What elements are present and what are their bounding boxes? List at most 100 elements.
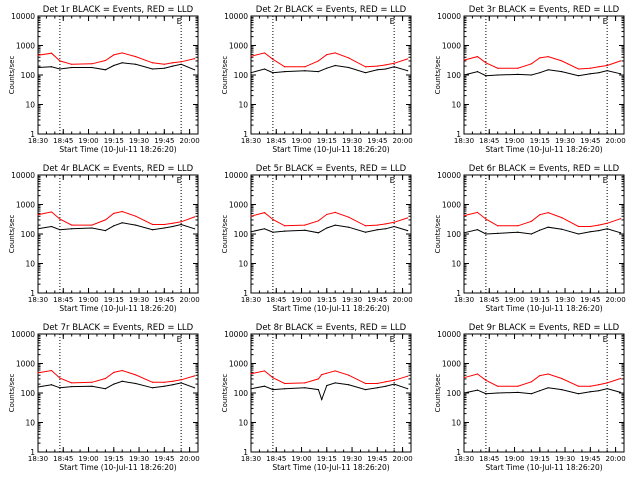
y-tick-label: 10 — [25, 419, 35, 428]
y-tick-label: 1 — [243, 448, 248, 457]
data-point-events — [37, 386, 39, 388]
data-point-events — [485, 393, 487, 395]
y-axis-label: Counts/sec — [434, 374, 442, 413]
x-tick-label: 19:45 — [367, 296, 387, 304]
data-point-events — [37, 66, 39, 69]
data-point-lld — [194, 57, 196, 60]
x-tick-label: 19:30 — [342, 296, 362, 304]
y-tick-label: 10 — [451, 419, 461, 428]
x-axis-label: Start Time (10-Jul-11 18:26:20) — [59, 304, 176, 313]
data-point-events — [577, 233, 580, 235]
data-point-events — [539, 229, 541, 231]
data-point-events — [163, 385, 165, 387]
data-point-events — [50, 225, 53, 228]
data-point-events — [272, 231, 274, 233]
data-point-lld — [497, 225, 499, 227]
series-line-events — [250, 224, 408, 234]
data-point-lld — [598, 384, 600, 386]
data-point-lld — [121, 52, 123, 54]
y-tick-label: 10000 — [224, 12, 248, 21]
data-point-lld — [517, 225, 519, 227]
data-point-lld — [485, 62, 487, 64]
data-point-events — [334, 64, 336, 67]
y-axis-label: Counts/sec — [434, 215, 442, 254]
data-point-lld — [37, 372, 39, 374]
plot-frame — [463, 333, 625, 453]
y-tick-label: 10000 — [11, 12, 35, 21]
x-tick-label: 18:30 — [241, 137, 261, 145]
data-point-lld — [50, 211, 53, 213]
top-marker-label: E — [177, 176, 182, 185]
x-tick-label: 18:45 — [479, 296, 499, 304]
x-axis-label: Start Time (10-Jul-11 18:26:20) — [59, 145, 176, 154]
data-point-events — [463, 392, 465, 394]
top-marker-label: E — [390, 176, 395, 185]
data-point-events — [59, 387, 61, 389]
y-tick-label: 10000 — [224, 330, 248, 339]
data-point-events — [172, 65, 174, 67]
data-point-lld — [376, 382, 378, 385]
y-axis-label: Counts/sec — [221, 56, 229, 95]
y-tick-label: 10000 — [224, 171, 248, 180]
chart-panel-4: Det 4r BLACK = Events, RED = LLD 1 10 100 10… — [8, 164, 200, 313]
chart-title: Det 1r BLACK = Events, RED = LLD — [43, 5, 194, 15]
chart-title: Det 7r BLACK = Events, RED = LLD — [43, 323, 194, 333]
data-point-lld — [263, 370, 266, 372]
data-point-events — [407, 388, 409, 390]
data-point-events — [194, 387, 196, 389]
data-point-events — [172, 384, 174, 386]
data-point-lld — [620, 60, 622, 62]
data-point-lld — [91, 224, 93, 226]
data-point-lld — [172, 62, 174, 64]
data-point-lld — [172, 380, 174, 382]
series-line-lld — [37, 210, 195, 226]
series-line-events — [463, 387, 621, 395]
data-point-events — [104, 388, 106, 390]
data-point-events — [393, 225, 395, 228]
data-point-events — [561, 71, 563, 73]
data-point-lld — [151, 381, 154, 383]
x-axis-label: Start Time (10-Jul-11 18:26:20) — [272, 145, 389, 154]
x-tick-label: 19:30 — [129, 137, 149, 145]
y-axis-label: Counts/sec — [221, 215, 229, 254]
data-point-lld — [59, 377, 61, 379]
x-tick-label: 18:30 — [454, 137, 474, 145]
data-point-events — [334, 224, 336, 226]
chart-title: Det 5r BLACK = Events, RED = LLD — [256, 164, 407, 174]
data-point-lld — [326, 54, 328, 56]
data-point-events — [385, 385, 387, 387]
data-point-lld — [284, 382, 286, 385]
data-point-events — [385, 228, 387, 230]
data-point-events — [135, 382, 137, 385]
plot-frame — [37, 15, 199, 135]
data-point-events — [547, 69, 549, 71]
data-point-events — [272, 389, 274, 391]
data-point-lld — [539, 374, 541, 377]
x-tick-label: 18:30 — [28, 296, 48, 304]
data-point-lld — [135, 374, 137, 376]
data-point-events — [194, 228, 196, 230]
y-tick-label: 1000 — [16, 201, 35, 210]
data-point-events — [59, 68, 61, 70]
data-point-events — [151, 387, 154, 389]
x-tick-label: 20:00 — [392, 296, 412, 304]
data-point-lld — [59, 60, 61, 62]
data-point-events — [561, 228, 563, 230]
data-point-lld — [393, 379, 395, 381]
data-point-events — [284, 388, 286, 390]
y-tick-label: 1 — [30, 130, 35, 139]
x-tick-label: 19:30 — [129, 455, 149, 463]
y-tick-label: 1000 — [229, 201, 248, 210]
data-point-lld — [407, 375, 409, 377]
chart-title: Det 2r BLACK = Events, RED = LLD — [256, 5, 407, 15]
data-point-lld — [547, 373, 549, 375]
data-point-lld — [71, 224, 73, 226]
series-line-events — [250, 64, 408, 74]
data-point-events — [304, 387, 306, 389]
data-point-events — [326, 384, 328, 387]
data-point-events — [304, 70, 306, 72]
data-point-events — [113, 383, 115, 385]
data-point-events — [476, 389, 479, 391]
data-point-lld — [547, 212, 549, 214]
data-point-events — [497, 74, 499, 76]
